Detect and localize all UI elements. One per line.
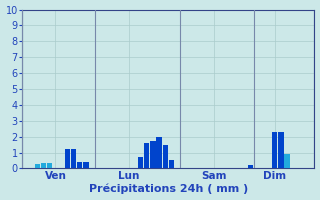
Bar [144, 143, 149, 168]
Bar [35, 164, 40, 168]
Bar [272, 132, 277, 168]
Bar [41, 163, 46, 168]
Bar [163, 145, 168, 168]
Bar [47, 163, 52, 168]
Bar [150, 141, 156, 168]
Bar [169, 160, 174, 168]
Bar [71, 149, 76, 168]
Bar [77, 162, 83, 168]
Bar [278, 132, 284, 168]
Bar [156, 137, 162, 168]
Bar [65, 149, 70, 168]
Bar [284, 154, 290, 168]
X-axis label: Précipitations 24h ( mm ): Précipitations 24h ( mm ) [89, 184, 248, 194]
Bar [138, 157, 143, 168]
Bar [84, 162, 89, 168]
Bar [248, 165, 253, 168]
